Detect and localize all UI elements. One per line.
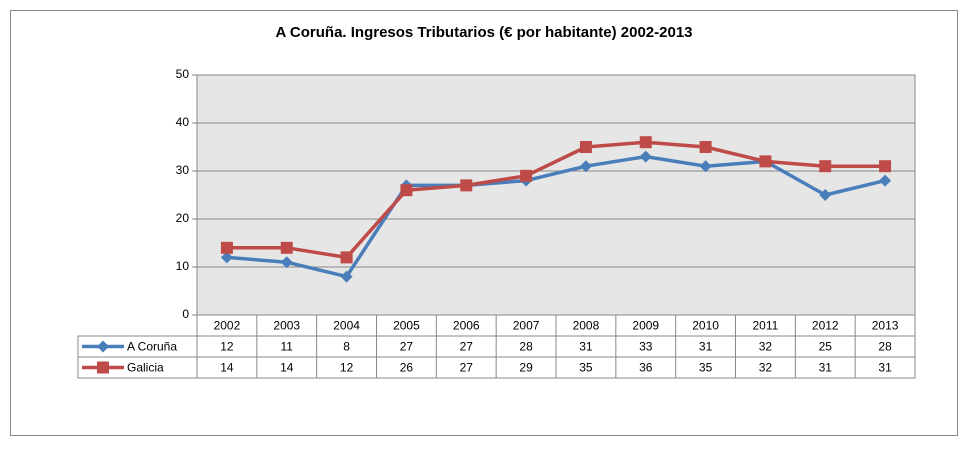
data-point — [759, 155, 772, 168]
y-tick-label: 10 — [176, 259, 190, 273]
x-tick-label: 2013 — [872, 319, 899, 333]
x-tick-label: 2010 — [692, 319, 719, 333]
table-value: 28 — [878, 340, 892, 354]
legend-marker — [97, 340, 109, 353]
table-value: 36 — [639, 361, 653, 375]
data-point — [879, 174, 892, 187]
table-value: 31 — [819, 361, 833, 375]
table-value: 26 — [400, 361, 414, 375]
chart-title: A Coruña. Ingresos Tributarios (€ por ha… — [275, 24, 692, 41]
x-tick-label: 2002 — [214, 319, 241, 333]
series-line — [226, 154, 886, 279]
table-value: 32 — [759, 340, 773, 354]
x-tick-label: 2004 — [333, 319, 360, 333]
data-point — [639, 150, 652, 163]
x-tick-label: 2009 — [632, 319, 659, 333]
data-point — [879, 160, 892, 173]
table-value: 31 — [699, 340, 713, 354]
series-line — [226, 140, 886, 260]
legend-label: A Coruña — [127, 340, 177, 354]
legend-marker — [97, 361, 109, 374]
table-value: 14 — [280, 361, 294, 375]
table-value: 12 — [220, 340, 234, 354]
data-point — [699, 160, 712, 173]
table-value: 28 — [519, 340, 533, 354]
data-point — [400, 184, 413, 197]
data-point — [639, 136, 652, 149]
table-value: 27 — [460, 340, 474, 354]
data-point — [280, 241, 293, 254]
table-value: 8 — [343, 340, 350, 354]
legend-label: Galicia — [127, 361, 164, 375]
table-value: 27 — [460, 361, 474, 375]
data-point — [819, 160, 832, 173]
table-value: 14 — [220, 361, 234, 375]
table-value: 31 — [878, 361, 892, 375]
table-value: 11 — [281, 340, 294, 354]
data-point — [340, 270, 353, 283]
x-tick-label: 2003 — [273, 319, 300, 333]
data-point — [579, 141, 592, 153]
data-point — [819, 189, 832, 201]
table-value: 32 — [759, 361, 773, 375]
data-point — [280, 256, 293, 269]
y-tick-label: 40 — [176, 115, 190, 129]
data-point — [520, 169, 533, 182]
table-value: 35 — [579, 361, 593, 375]
table-value: 35 — [699, 361, 713, 375]
table-value: 33 — [639, 340, 653, 354]
plot-area — [196, 74, 916, 316]
table-value: 29 — [519, 361, 533, 375]
x-tick-label: 2012 — [812, 319, 839, 333]
data-point — [340, 251, 353, 264]
table-value: 12 — [340, 361, 354, 375]
x-tick-label: 2006 — [453, 319, 480, 333]
y-tick-label: 0 — [182, 307, 189, 321]
data-point — [460, 179, 473, 192]
x-tick-label: 2011 — [753, 319, 779, 333]
table-value: 25 — [819, 340, 833, 354]
data-point — [699, 141, 712, 153]
data-point — [220, 241, 233, 254]
table-value: 27 — [400, 340, 414, 354]
y-tick-label: 50 — [176, 67, 190, 81]
x-tick-label: 2008 — [573, 319, 600, 333]
y-tick-label: 20 — [176, 211, 190, 225]
x-tick-label: 2007 — [513, 319, 540, 333]
x-tick-label: 2005 — [393, 319, 420, 333]
y-tick-label: 30 — [176, 163, 190, 177]
table-value: 31 — [579, 340, 593, 354]
data-point — [220, 251, 233, 264]
data-point — [579, 160, 592, 173]
